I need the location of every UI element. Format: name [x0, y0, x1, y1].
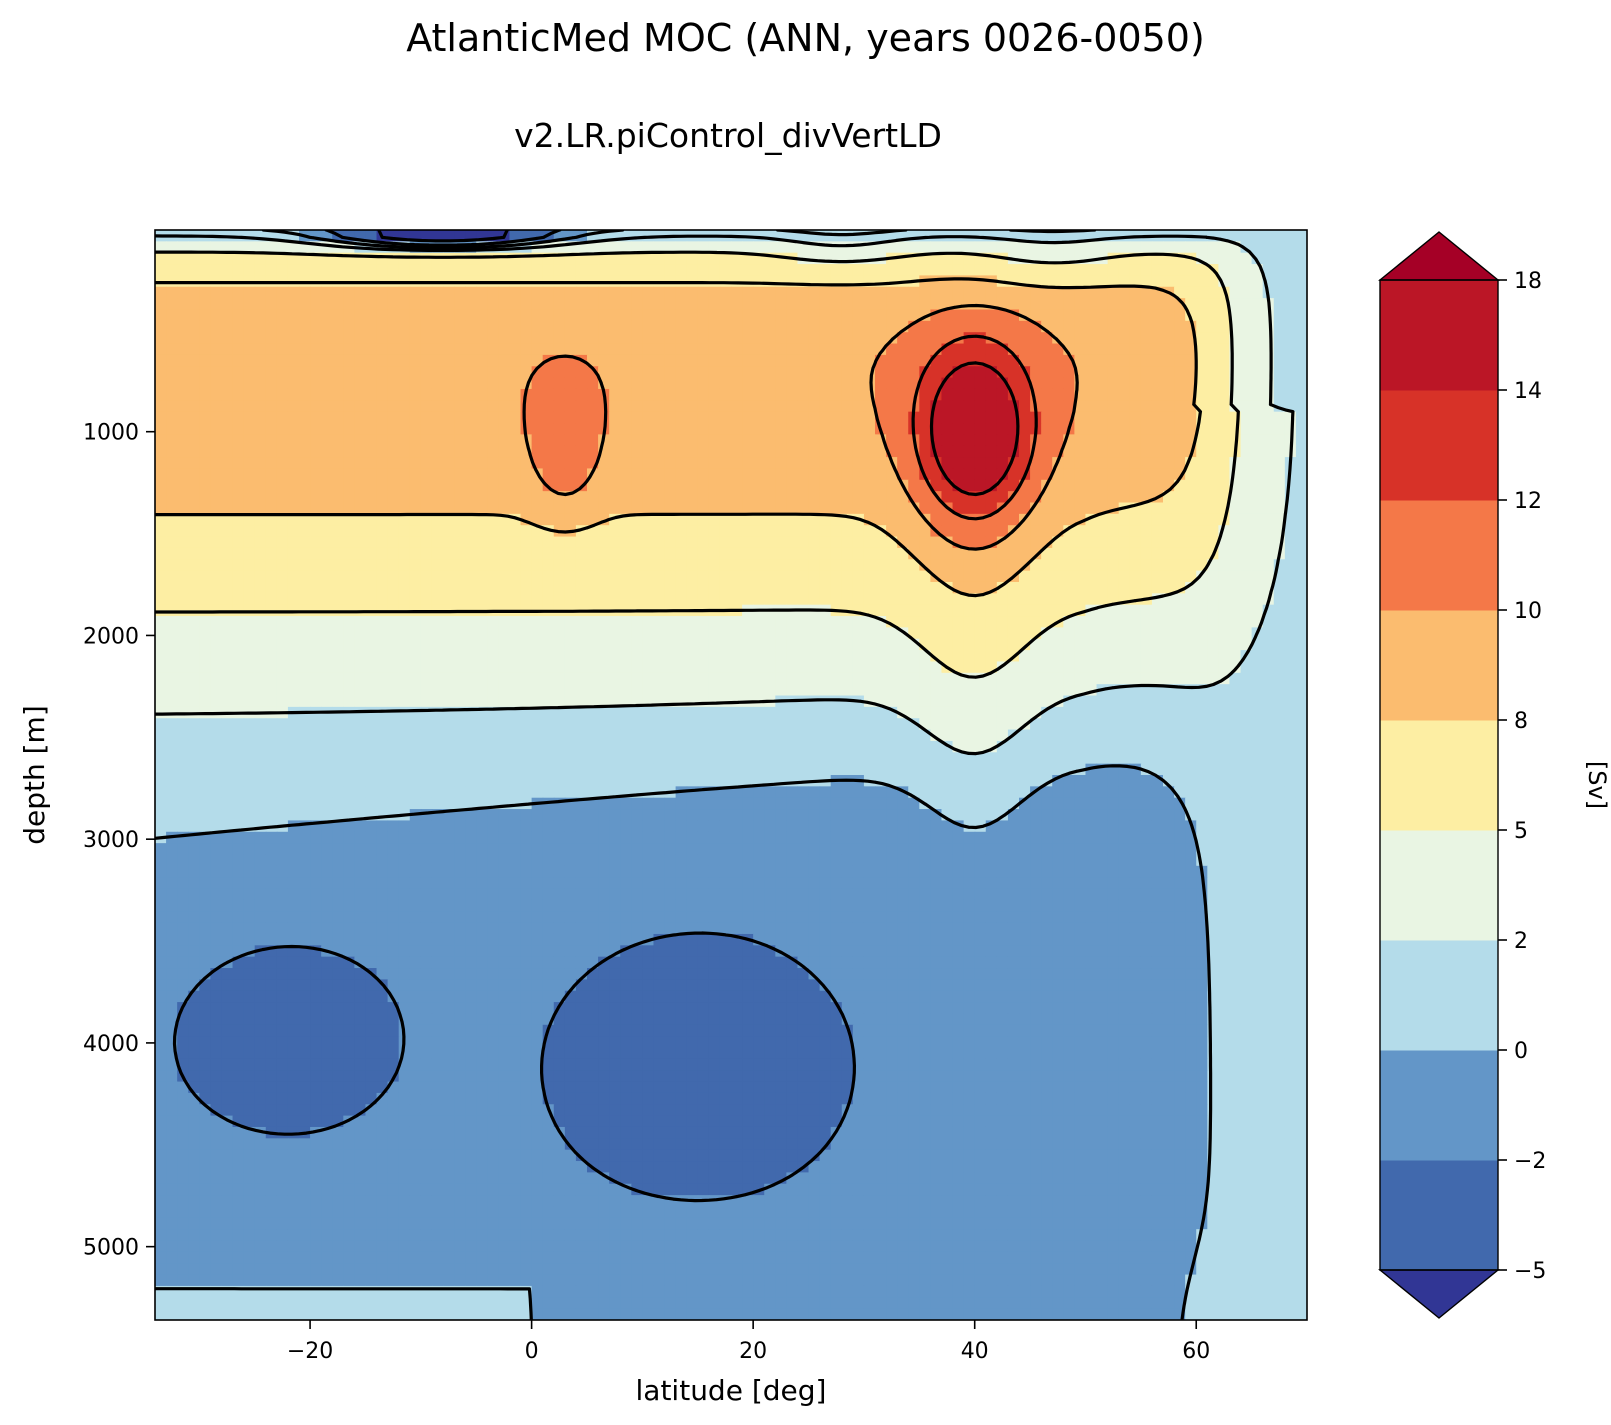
x-tick-label: 20 — [739, 1339, 767, 1364]
contour-lines — [155, 230, 1295, 1320]
x-tick-label: 40 — [961, 1339, 989, 1364]
colorbar-band — [1380, 280, 1498, 391]
x-tick-label: 0 — [525, 1339, 539, 1364]
colorbar-tick-label: −2 — [1514, 1149, 1546, 1174]
chart-subtitle: v2.LR.piControl_divVertLD — [514, 116, 942, 155]
y-tick-label: 5000 — [83, 1236, 139, 1261]
colorbar-band — [1380, 610, 1498, 721]
x-axis-label: latitude [deg] — [636, 1374, 827, 1407]
colorbar-tick-label: 8 — [1514, 709, 1528, 734]
contour-line — [377, 230, 509, 243]
colorbar-tick-label: 0 — [1514, 1039, 1528, 1064]
y-tick-label: 3000 — [83, 828, 139, 853]
colorbar-band — [1380, 940, 1498, 1051]
colorbar-band — [1380, 500, 1498, 611]
colorbar-band — [1380, 390, 1498, 501]
colorbar-band — [1380, 720, 1498, 831]
y-axis: 1000 2000 3000 4000 5000 — [83, 421, 155, 1261]
contour-line — [911, 334, 1038, 521]
colorbar-tick-label: 10 — [1514, 599, 1542, 624]
chart-title: AtlanticMed MOC (ANN, years 0026-0050) — [406, 16, 1205, 60]
colorbar-label: [Sv] — [1583, 761, 1611, 809]
contour-line — [155, 250, 1240, 679]
plot-area — [155, 230, 1307, 1320]
contour-line — [155, 234, 1295, 756]
colorbar-band — [1380, 830, 1498, 941]
colorbar-band — [1380, 1160, 1498, 1271]
y-axis-label: depth [m] — [18, 705, 51, 845]
contour-fill — [155, 230, 1307, 1320]
x-tick-label: −20 — [287, 1339, 333, 1364]
colorbar-tick-label: 18 — [1514, 269, 1542, 294]
colorbar-tick-label: 14 — [1514, 379, 1542, 404]
colorbar-tick-label: 5 — [1514, 819, 1528, 844]
colorbar-tick-label: −5 — [1514, 1259, 1546, 1284]
colorbar-tick-label: 2 — [1514, 929, 1528, 954]
contour-line — [929, 361, 1020, 497]
colorbar-frame — [1379, 279, 1499, 1271]
contour-line — [155, 277, 1202, 598]
colorbar-extend-max — [1378, 231, 1500, 281]
plot-frame — [154, 229, 1308, 1321]
y-tick-label: 2000 — [83, 624, 139, 649]
contour-line — [522, 303, 1079, 551]
y-tick-label: 1000 — [83, 421, 139, 446]
colorbar-tick-label: 12 — [1514, 489, 1542, 514]
colorbar: −5 −2 0 2 5 8 10 12 14 18 — [1378, 231, 1546, 1319]
y-tick-label: 4000 — [83, 1032, 139, 1057]
colorbar-extend-min — [1378, 1269, 1500, 1319]
colorbar-band — [1380, 1050, 1498, 1161]
x-tick-label: 60 — [1182, 1339, 1210, 1364]
x-axis: −20 0 20 40 60 — [287, 1320, 1210, 1364]
